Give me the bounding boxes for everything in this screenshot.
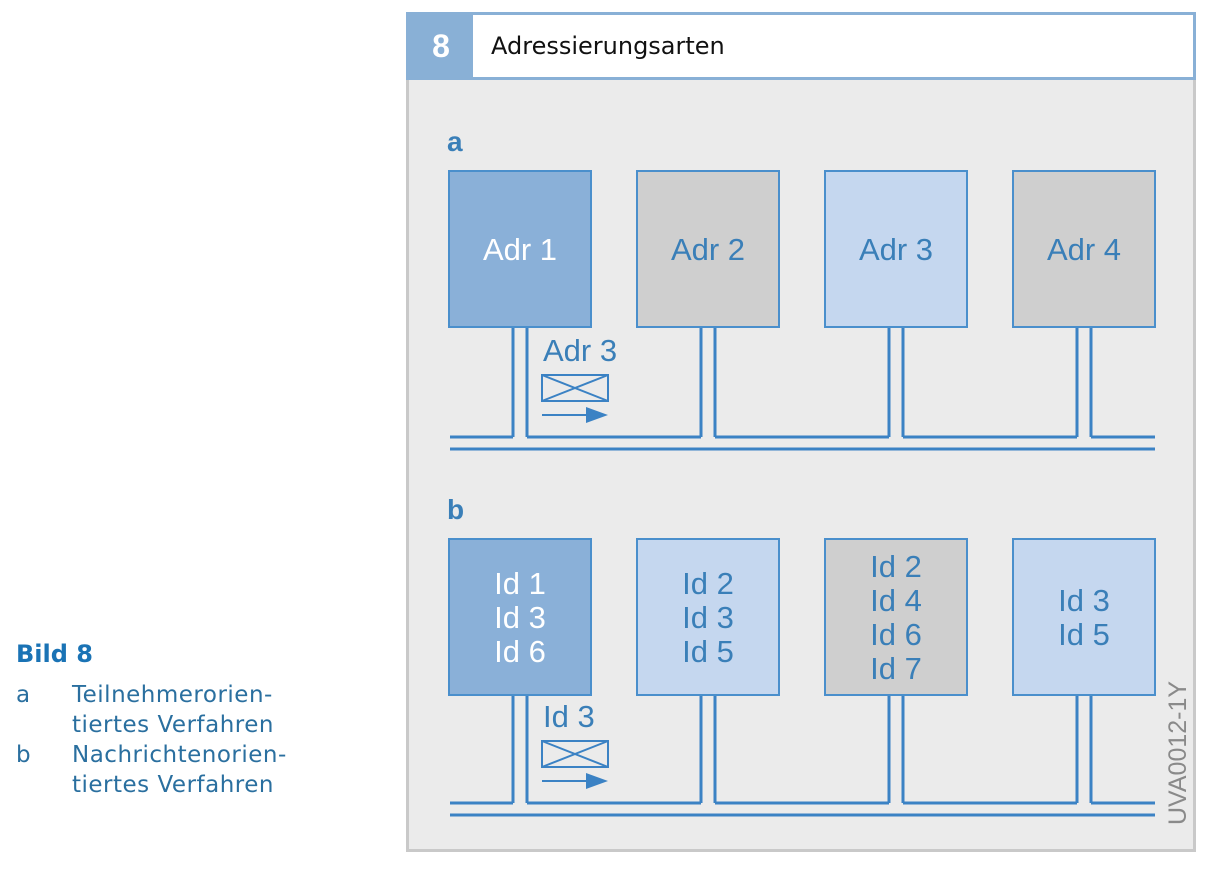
section-label-a: a bbox=[447, 126, 463, 157]
caption-text: Teilnehmerorien- tiertes Verfahren bbox=[72, 682, 274, 738]
node-box-a-4 bbox=[1012, 170, 1156, 328]
node-label: Id 4 bbox=[870, 583, 922, 618]
node-box-b-1 bbox=[448, 538, 592, 696]
node-label: Adr 2 bbox=[671, 232, 745, 267]
node-box-b-3 bbox=[824, 538, 968, 696]
diagram-panel bbox=[406, 12, 1196, 852]
envelope-diagonal bbox=[541, 740, 609, 768]
node-label: Adr 3 bbox=[859, 232, 933, 267]
caption-text: Nachrichtenorien- tiertes Verfahren bbox=[72, 742, 287, 798]
section-label-b: b bbox=[447, 494, 464, 525]
node-label: Id 5 bbox=[1058, 617, 1110, 652]
node-box-a-1 bbox=[448, 170, 592, 328]
panel-header: 8 Adressierungsarten bbox=[406, 12, 1196, 80]
stub-gap bbox=[889, 327, 903, 439]
node-box-a-2 bbox=[636, 170, 780, 328]
caption-item-a: a Teilnehmerorien- tiertes Verfahren bbox=[16, 680, 396, 740]
stub-gap bbox=[701, 695, 715, 805]
stub-gap bbox=[889, 695, 903, 805]
node-label: Id 3 bbox=[494, 600, 546, 635]
panel-number: 8 bbox=[432, 27, 450, 64]
node-label: Id 5 bbox=[682, 634, 734, 669]
node-label: Adr 4 bbox=[1047, 232, 1121, 267]
stub-gap bbox=[513, 695, 527, 805]
caption-item-b: b Nachrichtenorien- tiertes Verfahren bbox=[16, 740, 396, 800]
panel-title: Adressierungsarten bbox=[473, 15, 1193, 77]
arrow-right-icon bbox=[586, 407, 608, 423]
node-label: Id 6 bbox=[870, 617, 922, 652]
node-box-b-4 bbox=[1012, 538, 1156, 696]
message-label: Adr 3 bbox=[543, 333, 617, 368]
figure-code: UVA0012-1Y bbox=[1164, 681, 1192, 825]
caption-title: Bild 8 bbox=[16, 640, 93, 668]
stub-gap bbox=[1077, 327, 1091, 439]
node-label: Id 2 bbox=[682, 566, 734, 601]
node-label: Id 6 bbox=[494, 634, 546, 669]
stub-gap bbox=[701, 327, 715, 439]
stub-gap bbox=[1077, 695, 1091, 805]
node-label: Id 2 bbox=[870, 549, 922, 584]
message-envelope-icon bbox=[541, 740, 609, 768]
envelope-diagonal bbox=[541, 374, 609, 402]
node-label: Id 3 bbox=[682, 600, 734, 635]
message-label: Id 3 bbox=[543, 699, 595, 734]
node-label: Id 3 bbox=[1058, 583, 1110, 618]
figure-caption: Bild 8 a Teilnehmerorien- tiertes Verfah… bbox=[16, 640, 396, 800]
node-label: Adr 1 bbox=[483, 232, 557, 267]
node-box-a-3 bbox=[824, 170, 968, 328]
node-label: Id 7 bbox=[870, 651, 922, 686]
node-box-b-2 bbox=[636, 538, 780, 696]
stub-gap bbox=[513, 327, 527, 439]
arrow-right-icon bbox=[586, 773, 608, 789]
caption-key: b bbox=[16, 742, 32, 768]
message-envelope-icon bbox=[541, 374, 609, 402]
caption-key: a bbox=[16, 682, 31, 708]
node-label: Id 1 bbox=[494, 566, 546, 601]
